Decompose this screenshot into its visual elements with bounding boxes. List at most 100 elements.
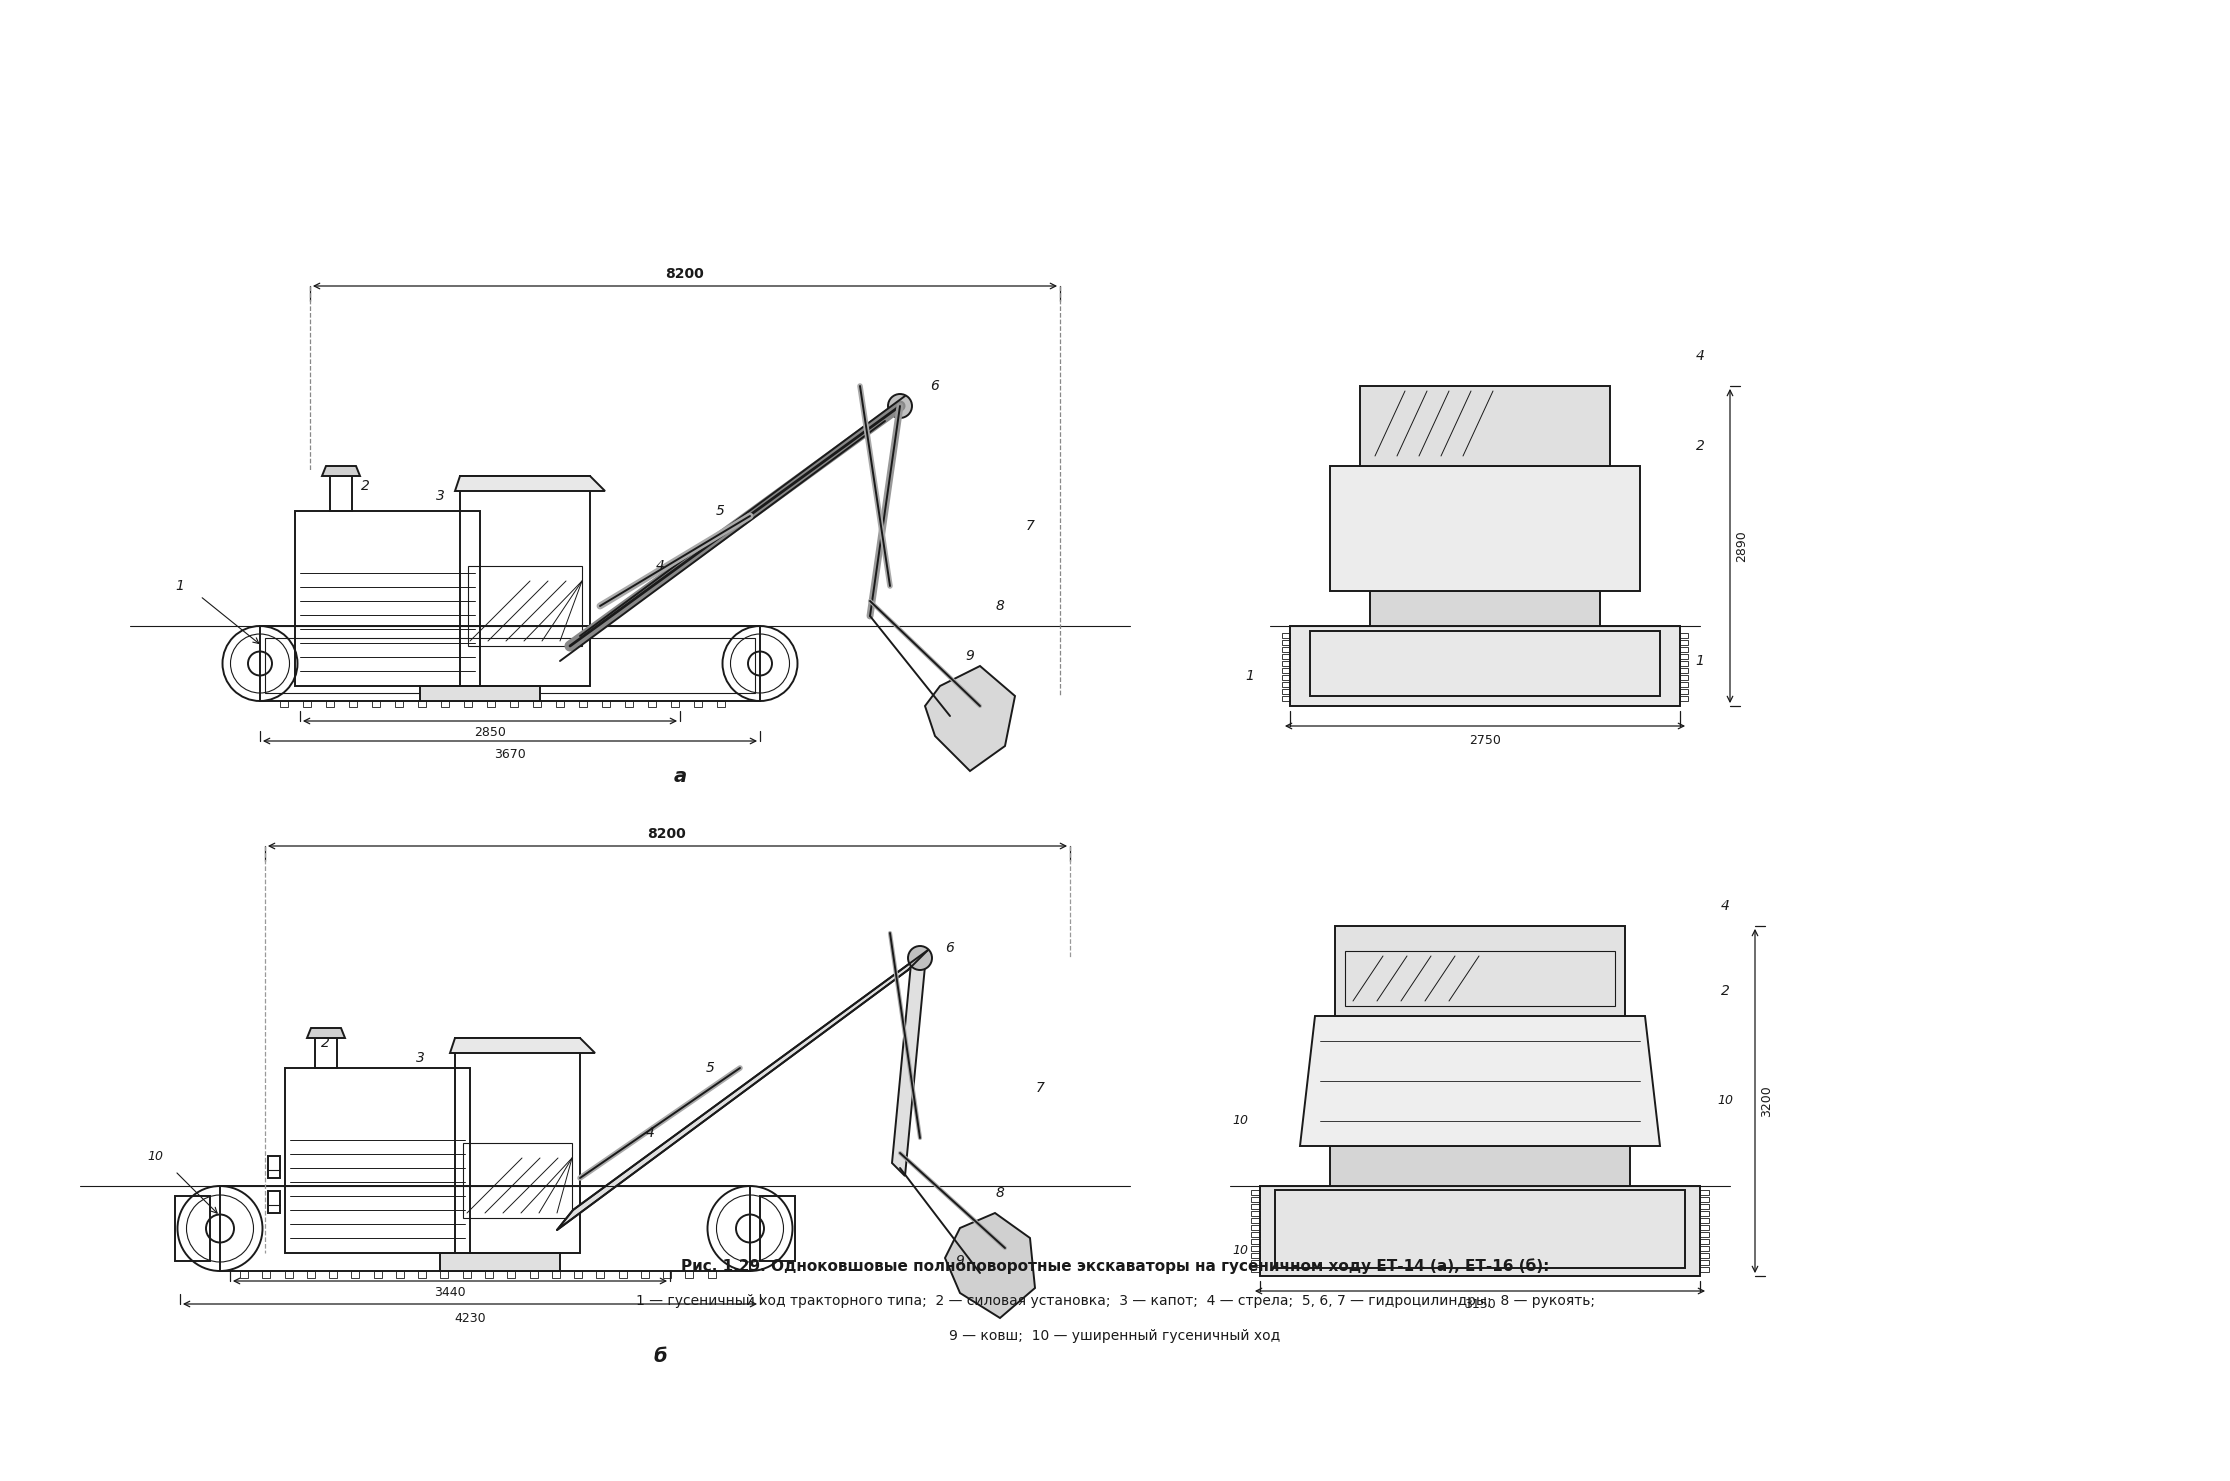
- Bar: [486, 701, 495, 706]
- Bar: [352, 1271, 359, 1278]
- Text: 3150: 3150: [1465, 1299, 1496, 1312]
- Bar: [326, 701, 334, 706]
- Bar: [1282, 655, 1289, 659]
- Bar: [459, 475, 591, 686]
- Bar: [1345, 951, 1615, 1006]
- Bar: [640, 1271, 649, 1278]
- Text: 9 — ковш;  10 — уширенный гусеничный ход: 9 — ковш; 10 — уширенный гусеничный ход: [950, 1328, 1280, 1343]
- Bar: [442, 1271, 448, 1278]
- Bar: [1251, 1260, 1260, 1265]
- Bar: [1699, 1204, 1708, 1208]
- Bar: [1251, 1246, 1260, 1251]
- Bar: [1282, 696, 1289, 701]
- Bar: [1699, 1191, 1708, 1195]
- Circle shape: [908, 946, 932, 970]
- Bar: [261, 626, 760, 701]
- Bar: [1251, 1211, 1260, 1216]
- Circle shape: [888, 394, 912, 418]
- Bar: [707, 1271, 716, 1278]
- Bar: [464, 1271, 471, 1278]
- Bar: [1251, 1225, 1260, 1231]
- Bar: [1251, 1191, 1260, 1195]
- Bar: [1369, 591, 1599, 626]
- Text: 8200: 8200: [665, 267, 705, 281]
- Bar: [417, 701, 426, 706]
- Bar: [1260, 1186, 1699, 1277]
- Bar: [439, 1253, 560, 1271]
- Bar: [1679, 632, 1688, 638]
- Bar: [533, 701, 542, 706]
- Bar: [468, 566, 582, 646]
- Bar: [330, 1271, 337, 1278]
- Text: 2: 2: [1722, 983, 1730, 998]
- Bar: [1282, 689, 1289, 695]
- Text: 2890: 2890: [1735, 530, 1748, 561]
- Text: 2: 2: [361, 478, 370, 493]
- Bar: [419, 1271, 426, 1278]
- Bar: [1699, 1225, 1708, 1231]
- Polygon shape: [892, 952, 925, 1176]
- Text: 4: 4: [1722, 899, 1730, 912]
- Bar: [1699, 1232, 1708, 1237]
- Bar: [455, 1038, 580, 1253]
- Bar: [241, 1271, 248, 1278]
- Bar: [760, 1197, 796, 1260]
- Bar: [1699, 1217, 1708, 1223]
- Bar: [484, 1271, 493, 1278]
- Polygon shape: [558, 949, 928, 1231]
- Bar: [303, 701, 310, 706]
- Bar: [1679, 675, 1688, 680]
- Text: 10: 10: [1717, 1094, 1733, 1108]
- Text: 7: 7: [1026, 518, 1035, 533]
- Bar: [1282, 675, 1289, 680]
- Bar: [265, 638, 756, 693]
- Bar: [580, 701, 586, 706]
- Polygon shape: [321, 467, 359, 475]
- Text: 2: 2: [321, 1037, 330, 1050]
- Text: 3440: 3440: [435, 1287, 466, 1299]
- Bar: [1679, 681, 1688, 687]
- Bar: [294, 511, 479, 686]
- Text: 9: 9: [966, 649, 975, 663]
- Text: 5: 5: [716, 504, 725, 518]
- Bar: [1276, 1191, 1686, 1268]
- Bar: [174, 1197, 210, 1260]
- Bar: [551, 1271, 560, 1278]
- Bar: [1251, 1217, 1260, 1223]
- Bar: [1699, 1253, 1708, 1257]
- Bar: [718, 701, 725, 706]
- Bar: [464, 1143, 573, 1217]
- Bar: [263, 1271, 270, 1278]
- Bar: [1251, 1253, 1260, 1257]
- Bar: [595, 1271, 604, 1278]
- Bar: [314, 1038, 337, 1068]
- Text: а: а: [673, 767, 687, 785]
- Bar: [685, 1271, 694, 1278]
- Bar: [1679, 661, 1688, 666]
- Bar: [372, 701, 379, 706]
- Bar: [624, 701, 633, 706]
- Text: 1: 1: [1247, 669, 1255, 683]
- Bar: [506, 1271, 515, 1278]
- Bar: [555, 701, 564, 706]
- Text: 3200: 3200: [1759, 1086, 1773, 1117]
- Bar: [308, 1271, 314, 1278]
- Bar: [375, 1271, 381, 1278]
- Bar: [1251, 1197, 1260, 1203]
- Bar: [268, 1157, 281, 1177]
- Bar: [1282, 661, 1289, 666]
- Text: 4230: 4230: [455, 1312, 486, 1324]
- Bar: [511, 701, 517, 706]
- Bar: [1679, 689, 1688, 695]
- Bar: [397, 1271, 404, 1278]
- Bar: [464, 701, 473, 706]
- Bar: [1699, 1268, 1708, 1272]
- Bar: [1251, 1240, 1260, 1244]
- Bar: [1679, 647, 1688, 652]
- Bar: [1699, 1197, 1708, 1203]
- Text: 7: 7: [1035, 1081, 1044, 1094]
- Bar: [395, 701, 404, 706]
- Text: 9: 9: [957, 1254, 963, 1268]
- Text: 2850: 2850: [475, 727, 506, 739]
- Text: 2750: 2750: [1470, 733, 1501, 746]
